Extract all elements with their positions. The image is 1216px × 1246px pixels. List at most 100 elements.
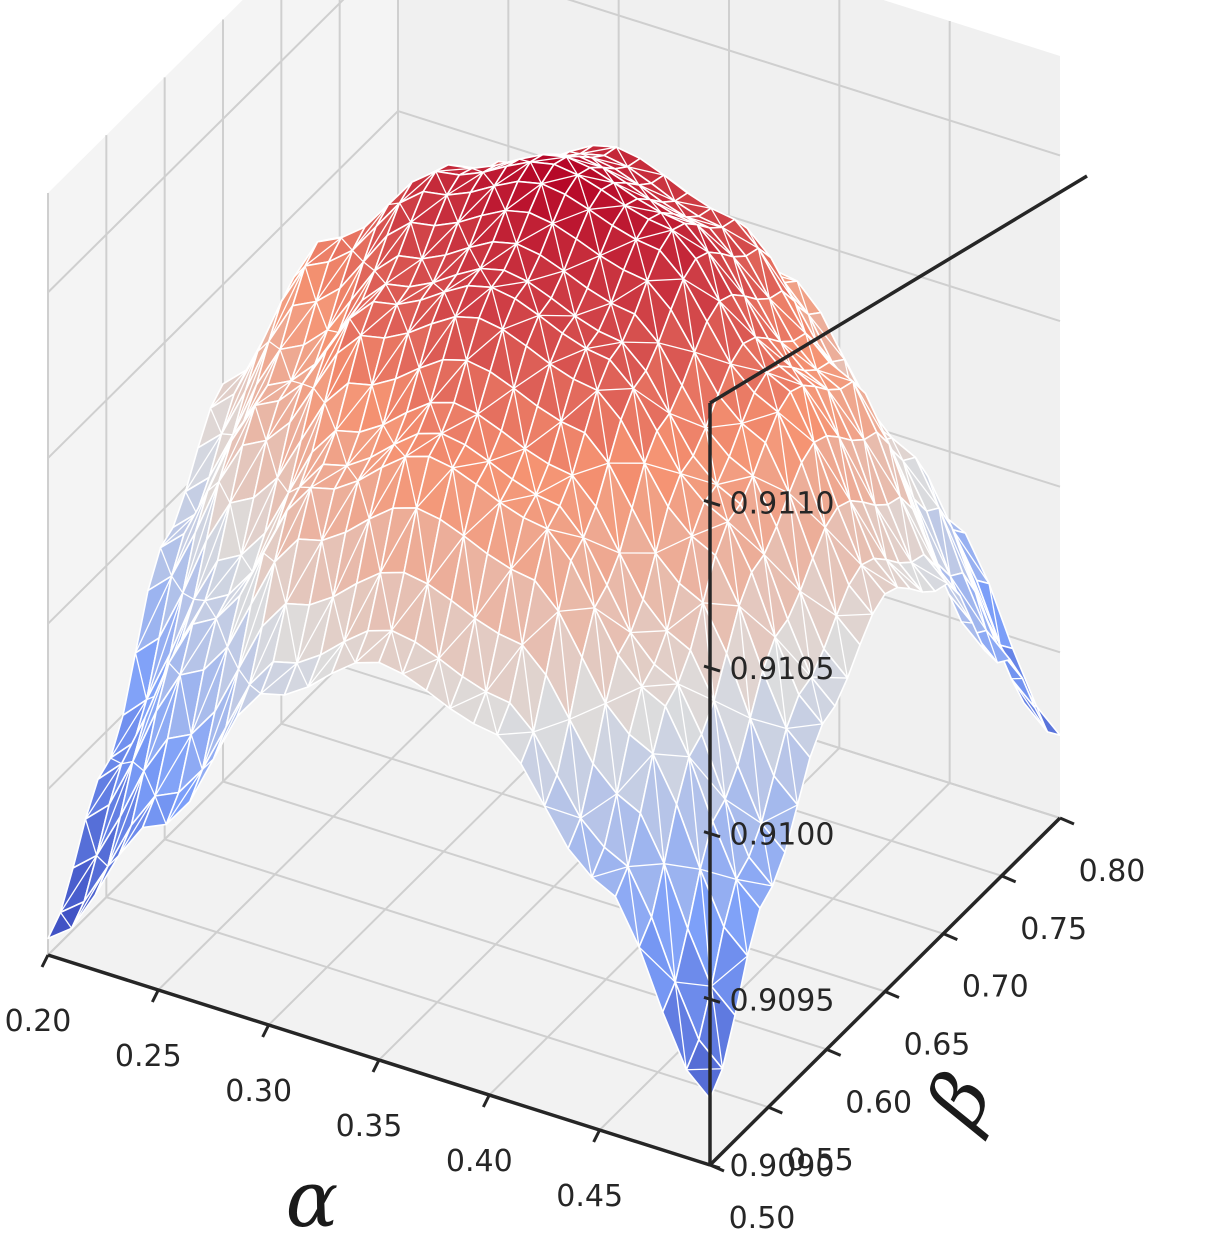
surface-mesh-line bbox=[390, 583, 429, 631]
alpha-tick-label: 0.20 bbox=[5, 1004, 72, 1039]
surface-mesh-line bbox=[891, 437, 904, 461]
surface-mesh-line bbox=[134, 575, 173, 654]
surface-mesh-line bbox=[96, 855, 109, 867]
beta-tick-label: 0.50 bbox=[729, 1201, 796, 1236]
surface-mesh-line bbox=[671, 229, 709, 253]
surface-mesh-line bbox=[721, 226, 759, 249]
surface-mesh-line bbox=[696, 224, 709, 253]
surface-mesh-line bbox=[766, 372, 779, 413]
surface-mesh-line bbox=[616, 753, 654, 795]
surface-mesh-line bbox=[260, 662, 298, 695]
surface-mesh-line bbox=[675, 981, 712, 987]
surface-mesh-line bbox=[193, 598, 206, 602]
surface-mesh-line bbox=[154, 734, 192, 797]
surface-mesh-line bbox=[240, 477, 278, 556]
surface-mesh-line bbox=[710, 208, 723, 228]
surface-mesh-line bbox=[457, 222, 470, 248]
surface-mesh-line bbox=[429, 402, 443, 434]
surface-mesh-line bbox=[544, 805, 581, 819]
surface-mesh-line bbox=[766, 371, 804, 386]
surface-mesh-line bbox=[296, 596, 334, 664]
surface-mesh-line bbox=[351, 204, 390, 251]
surface-mesh-line bbox=[799, 590, 837, 617]
alpha-tick bbox=[150, 989, 160, 1003]
surface-mesh-line bbox=[159, 547, 173, 577]
surface-mesh-line bbox=[535, 474, 573, 496]
surface-mesh-line bbox=[824, 526, 862, 566]
surface-mesh-line bbox=[379, 572, 393, 631]
surface-mesh-line bbox=[938, 507, 951, 577]
surface-mesh-line bbox=[663, 863, 676, 983]
surface-mesh-line bbox=[588, 209, 601, 256]
surface-mesh-line bbox=[849, 500, 862, 566]
surface-mesh-line bbox=[674, 200, 687, 218]
surface-mesh-line bbox=[549, 363, 562, 422]
surface-mesh-line bbox=[569, 702, 606, 720]
surface-mesh-line bbox=[274, 487, 312, 563]
surface-mesh-line bbox=[597, 387, 634, 391]
surface-mesh-line bbox=[143, 674, 181, 772]
surface-mesh-line bbox=[288, 486, 300, 494]
surface-mesh-line bbox=[605, 686, 643, 704]
surface-mesh-line bbox=[290, 329, 328, 382]
surface-mesh-line bbox=[399, 202, 412, 223]
surface-mesh-line bbox=[291, 380, 303, 385]
surface-mesh-line bbox=[530, 156, 567, 163]
surface-mesh-line bbox=[304, 265, 317, 302]
surface-mesh-line bbox=[362, 202, 401, 263]
z-tick-label: 0.9090 bbox=[730, 1149, 835, 1184]
surface-mesh-line bbox=[204, 554, 242, 601]
surface-mesh-line bbox=[402, 657, 440, 675]
surface-mesh-line bbox=[524, 448, 537, 495]
surface-mesh-line bbox=[504, 210, 518, 244]
surface-mesh-line bbox=[674, 981, 688, 1070]
surface-mesh-line bbox=[407, 291, 445, 334]
alpha-tick bbox=[261, 1024, 271, 1038]
z-tick-label: 0.9100 bbox=[730, 818, 835, 853]
surface-mesh-line bbox=[961, 621, 973, 624]
surface-mesh-line bbox=[552, 223, 565, 272]
surface-mesh-line bbox=[874, 505, 887, 560]
surface-mesh-line bbox=[777, 411, 790, 494]
surface-mesh-line bbox=[160, 512, 198, 549]
grid-line-beta bbox=[106, 896, 769, 1109]
surface-mesh-line bbox=[622, 341, 659, 344]
axis-lines bbox=[40, 174, 1088, 1173]
surface-mesh-line bbox=[190, 734, 203, 770]
surface-mesh-line bbox=[760, 823, 774, 887]
surface-mesh-line bbox=[805, 333, 818, 371]
surface-mesh-line bbox=[218, 405, 256, 482]
surface-mesh-line bbox=[396, 282, 434, 306]
surface-mesh-line bbox=[777, 411, 815, 443]
surface-mesh-line bbox=[565, 156, 579, 176]
surface-mesh-line bbox=[835, 615, 849, 679]
surface-mesh-line bbox=[732, 256, 770, 300]
surface-mesh-line bbox=[154, 795, 167, 825]
surface-mesh-line bbox=[521, 644, 535, 733]
surface-mesh-line bbox=[899, 496, 937, 567]
surface-mesh-line bbox=[874, 504, 912, 563]
surface-mesh-line bbox=[718, 301, 732, 365]
surface-mesh-line bbox=[749, 718, 763, 824]
surface-mesh-line bbox=[585, 341, 623, 350]
surface-mesh-line bbox=[741, 423, 754, 477]
surface-mesh-line bbox=[793, 300, 807, 334]
surface-mesh-line bbox=[237, 668, 251, 685]
surface-mesh-line bbox=[788, 493, 801, 592]
surface-mesh-line bbox=[949, 575, 987, 631]
surface-mesh-line bbox=[399, 170, 437, 204]
surface-mesh-line bbox=[209, 407, 223, 435]
surface-mesh-line bbox=[110, 757, 122, 765]
surface-mesh-line bbox=[385, 283, 398, 305]
surface-mesh-line bbox=[757, 247, 796, 302]
alpha-tick bbox=[40, 954, 50, 968]
surface-mesh-line bbox=[852, 381, 890, 445]
z-tick-label: 0.9105 bbox=[730, 652, 835, 687]
surface-mesh-line bbox=[618, 552, 632, 633]
surface-mesh-line bbox=[811, 676, 848, 679]
surface-mesh-line bbox=[474, 568, 512, 619]
surface-mesh-line bbox=[813, 441, 851, 502]
surface-mesh-line bbox=[427, 535, 465, 585]
surface-mesh-line bbox=[574, 302, 612, 317]
z-tick-label: 0.9110 bbox=[730, 486, 835, 521]
